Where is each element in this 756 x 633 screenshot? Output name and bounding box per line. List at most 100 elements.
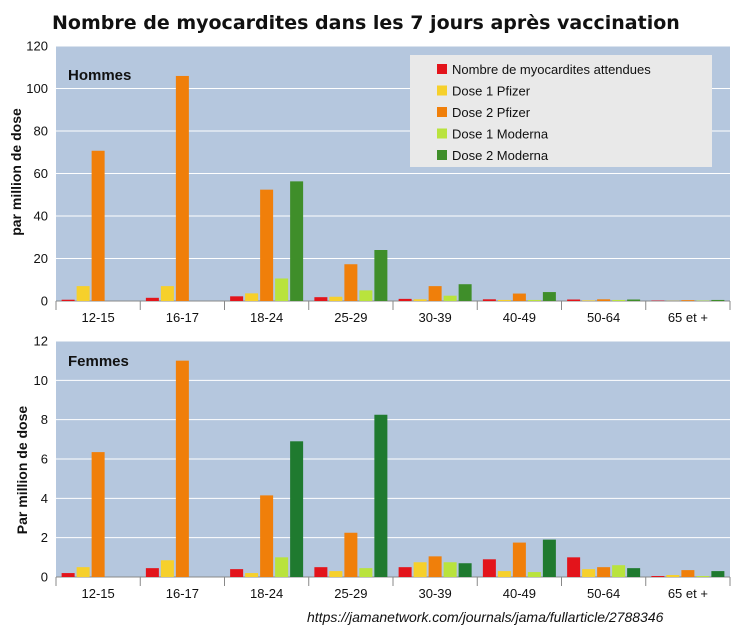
- bar: [245, 293, 259, 301]
- bar: [260, 495, 274, 577]
- chart-panel-1: 0 2 4 6 8 10 12 12-15 16-17 18-24 25-29 30-39 40-49 5…: [14, 334, 731, 601]
- bar: [275, 557, 289, 577]
- bar: [627, 568, 641, 577]
- bar: [612, 299, 626, 301]
- bar: [711, 299, 725, 301]
- x-tick-label: 65 et +: [668, 310, 708, 325]
- bar: [61, 299, 75, 301]
- chart-panel-0: 0 20 40 60 80 100 120 12-15 16-17 18-24 25-29 30-39…: [8, 39, 731, 325]
- legend: Nombre de myocardites attendues Dose 1 Pf…: [410, 55, 712, 167]
- legend-swatch: [437, 85, 447, 96]
- legend-label: Dose 1 Moderna: [452, 127, 549, 142]
- bar: [542, 539, 556, 577]
- bar: [175, 360, 189, 577]
- x-tick-label: 30-39: [419, 586, 452, 601]
- bar: [582, 569, 596, 577]
- legend-swatch: [437, 128, 447, 139]
- bar: [76, 286, 90, 301]
- bar: [230, 569, 244, 577]
- legend-swatch: [437, 107, 447, 117]
- legend-label: Dose 1 Pfizer: [452, 84, 531, 99]
- x-tick-label: 40-49: [503, 586, 536, 601]
- bar: [542, 292, 556, 301]
- bar: [458, 563, 472, 577]
- legend-swatch: [437, 150, 447, 160]
- legend-label: Nombre de myocardites attendues: [452, 62, 651, 77]
- source-url[interactable]: https://jamanetwork.com/journals/jama/fu…: [307, 609, 664, 625]
- y-tick-label: 40: [34, 209, 48, 224]
- bar: [91, 150, 105, 301]
- x-tick-label: 40-49: [503, 310, 536, 325]
- bar: [428, 556, 442, 577]
- y-tick-label: 2: [41, 530, 48, 545]
- y-tick-label: 4: [41, 491, 48, 506]
- bar: [413, 299, 427, 301]
- x-tick-label: 16-17: [166, 586, 199, 601]
- bar: [344, 532, 358, 577]
- bar: [314, 567, 328, 577]
- bar: [512, 542, 526, 577]
- y-tick-label: 80: [34, 124, 48, 139]
- bar: [160, 560, 174, 577]
- bar: [413, 562, 427, 577]
- bar: [597, 299, 611, 301]
- bar: [582, 300, 596, 301]
- y-tick-label: 10: [34, 373, 48, 388]
- bar: [497, 299, 511, 301]
- bar: [359, 290, 373, 301]
- bar: [145, 568, 159, 577]
- bar: [696, 576, 710, 577]
- bar: [482, 299, 496, 301]
- y-tick-label: 12: [34, 334, 48, 349]
- x-tick-label: 25-29: [334, 586, 367, 601]
- bar: [314, 297, 328, 301]
- bar: [443, 295, 457, 301]
- legend-swatch: [437, 64, 447, 74]
- legend-label: Dose 2 Pfizer: [452, 105, 531, 120]
- bar: [230, 296, 244, 301]
- y-tick-label: 100: [26, 81, 48, 96]
- x-tick-label: 50-64: [587, 310, 620, 325]
- bar: [61, 573, 75, 577]
- bar: [527, 299, 541, 301]
- bar: [374, 250, 388, 301]
- bar: [91, 452, 105, 577]
- bar: [527, 572, 541, 577]
- bar: [398, 567, 412, 577]
- bar: [428, 286, 442, 301]
- y-tick-label: 0: [41, 570, 48, 585]
- x-tick-label: 16-17: [166, 310, 199, 325]
- x-tick-label: 18-24: [250, 586, 283, 601]
- bar: [160, 286, 174, 301]
- bar: [175, 75, 189, 302]
- bar: [275, 278, 289, 301]
- bar: [398, 298, 412, 301]
- bar: [344, 264, 358, 301]
- panel-title: Femmes: [68, 353, 129, 370]
- y-tick-label: 0: [41, 294, 48, 309]
- bar: [567, 557, 581, 577]
- x-tick-label: 12-15: [82, 310, 115, 325]
- bar: [329, 571, 343, 577]
- x-tick-label: 30-39: [419, 310, 452, 325]
- bar: [681, 570, 695, 577]
- bar: [681, 300, 695, 301]
- bar: [458, 284, 472, 301]
- y-tick-label: 20: [34, 251, 48, 266]
- x-tick-label: 65 et +: [668, 586, 708, 601]
- bar: [711, 571, 725, 577]
- bar: [76, 567, 90, 577]
- bar: [145, 297, 159, 301]
- bar: [597, 567, 611, 577]
- bar: [497, 571, 511, 577]
- y-axis-label: Par million de dose: [14, 406, 30, 535]
- bar: [260, 189, 274, 301]
- legend-label: Dose 2 Moderna: [452, 148, 549, 163]
- y-tick-label: 8: [41, 412, 48, 427]
- x-tick-label: 12-15: [82, 586, 115, 601]
- x-tick-label: 50-64: [587, 586, 620, 601]
- bar: [612, 565, 626, 577]
- bar: [329, 296, 343, 301]
- y-tick-label: 6: [41, 452, 48, 467]
